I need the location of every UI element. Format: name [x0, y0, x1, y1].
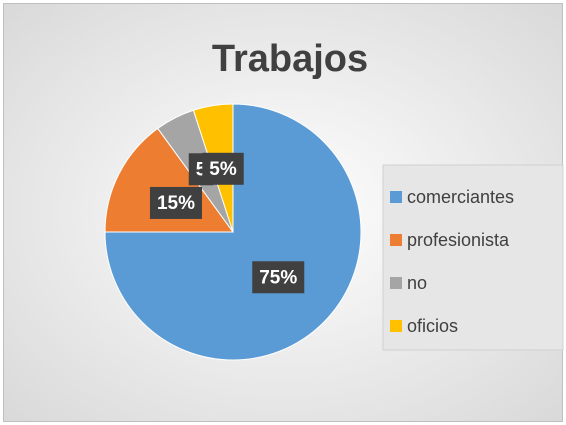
legend-swatch: [390, 234, 402, 246]
legend-label: oficios: [407, 316, 458, 336]
data-label: 15%: [157, 193, 195, 214]
legend-swatch: [390, 191, 402, 203]
data-label: 5: [196, 159, 207, 180]
data-label-box: [202, 152, 244, 185]
pie-slice: [104, 103, 362, 361]
chart-title: Trabajos: [212, 38, 368, 80]
legend-swatch: [390, 277, 402, 289]
legend-box: [382, 164, 564, 351]
data-label-box: [149, 186, 202, 219]
data-label: 5%: [209, 159, 237, 180]
data-label-box: [252, 261, 305, 294]
legend-label: no: [407, 273, 427, 293]
data-label: 75%: [259, 267, 297, 288]
legend-swatch: [390, 320, 402, 332]
legend-label: comerciantes: [407, 187, 514, 207]
legend-label: profesionista: [407, 230, 510, 250]
